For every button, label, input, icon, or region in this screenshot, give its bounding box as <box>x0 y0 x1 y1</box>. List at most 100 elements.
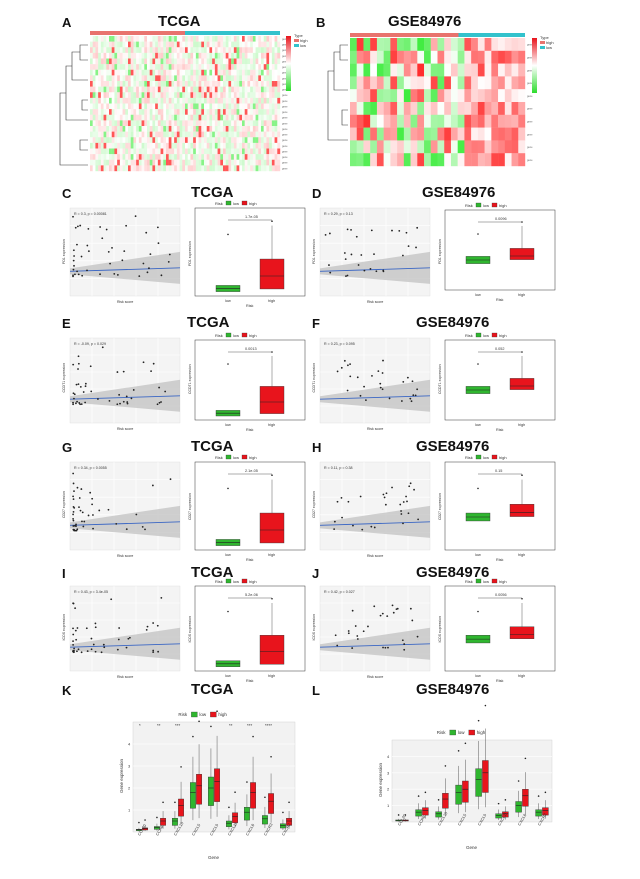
heat-cell <box>237 160 240 166</box>
heat-cell <box>169 143 172 149</box>
heat-cell <box>218 92 221 98</box>
heat-cell <box>109 149 112 155</box>
heat-cell <box>136 154 139 160</box>
heat-cell <box>93 64 96 70</box>
heat-cell <box>226 126 229 132</box>
heat-cell <box>212 92 215 98</box>
scatter-x-label: Risk score <box>117 675 133 679</box>
heat-cell <box>231 59 234 65</box>
heat-cell <box>417 102 424 115</box>
heat-cell <box>261 154 264 160</box>
heat-cell <box>152 42 155 48</box>
heat-cell <box>188 70 191 76</box>
scatter-point <box>400 513 402 515</box>
heat-cell <box>131 42 134 48</box>
heat-cell <box>101 126 104 132</box>
scatter-point <box>109 400 111 402</box>
heat-cell <box>166 47 169 53</box>
heat-cell <box>204 47 207 53</box>
heat-cell <box>123 160 126 166</box>
heat-cell <box>180 53 183 59</box>
legend-high: high <box>249 201 257 206</box>
scatter-point <box>88 250 90 252</box>
heat-cell <box>193 36 196 42</box>
outlier <box>210 726 212 728</box>
heat-cell <box>169 120 172 126</box>
heat-cell <box>180 120 183 126</box>
heat-cell <box>196 149 199 155</box>
heat-cell <box>150 149 153 155</box>
heat-cell <box>171 137 174 143</box>
box-high <box>510 627 534 639</box>
heat-cell <box>215 104 218 110</box>
heat-cell <box>171 36 174 42</box>
scatter-point <box>348 630 350 632</box>
heat-cell <box>215 70 218 76</box>
heat-cell <box>245 59 248 65</box>
heat-cell <box>250 87 253 93</box>
heat-cell <box>209 137 212 143</box>
scatter-point <box>337 371 339 373</box>
scatter-point <box>382 388 384 390</box>
heat-cell <box>411 128 418 141</box>
correlation-stat: R = 0.29, p = 0.13 <box>324 212 353 216</box>
heat-cell <box>242 137 245 143</box>
heat-cell <box>209 36 212 42</box>
heat-cell <box>250 160 253 166</box>
heat-cell <box>125 47 128 53</box>
heat-cell <box>451 38 458 51</box>
heat-cell <box>185 154 188 160</box>
heat-cell <box>182 81 185 87</box>
heat-cell <box>128 70 131 76</box>
heat-cell <box>142 36 145 42</box>
heat-cell <box>464 76 471 89</box>
heat-cell <box>112 160 115 166</box>
scatter-point <box>91 498 93 500</box>
heat-cell <box>155 109 158 115</box>
heat-row-label: gene <box>282 156 288 159</box>
heat-cell <box>125 53 128 59</box>
scatter-point <box>363 386 365 388</box>
heat-cell <box>196 81 199 87</box>
heat-cell <box>106 53 109 59</box>
heatmap-tcga: genegenegenegenegenegenegenegenegenegene… <box>90 31 288 171</box>
heat-cell <box>136 98 139 104</box>
heat-cell <box>120 120 123 126</box>
heat-row-label: gene <box>527 95 533 98</box>
scatter-point <box>149 253 151 255</box>
scatter-point <box>335 634 337 636</box>
heat-cell <box>226 53 229 59</box>
heat-row-label: gene <box>282 105 288 108</box>
heat-cell <box>247 70 250 76</box>
heat-cell <box>136 75 139 81</box>
heat-cell <box>104 143 107 149</box>
heat-cell <box>261 120 264 126</box>
heat-cell <box>161 70 164 76</box>
heat-cell <box>209 132 212 138</box>
heat-cell <box>188 149 191 155</box>
heat-cell <box>231 87 234 93</box>
heat-cell <box>190 92 193 98</box>
heat-cell <box>166 53 169 59</box>
heat-cell <box>237 75 240 81</box>
heat-cell <box>207 126 210 132</box>
outlier <box>271 220 273 222</box>
heat-cell <box>239 47 242 53</box>
heat-cell <box>404 140 411 153</box>
heat-cell <box>258 132 261 138</box>
box-y-label: CD27 expression <box>188 493 192 520</box>
heat-cell <box>272 42 275 48</box>
heat-cell <box>169 104 172 110</box>
heat-cell <box>101 104 104 110</box>
heat-cell <box>128 115 131 121</box>
heat-cell <box>215 53 218 59</box>
scatter-y-label: PD1 expression <box>62 239 66 264</box>
heat-cell <box>518 64 525 77</box>
heat-cell <box>190 87 193 93</box>
outlier <box>271 474 273 476</box>
scatter-point <box>409 398 411 400</box>
box-x-low: low <box>475 423 481 427</box>
heat-cell <box>220 59 223 65</box>
heat-cell <box>185 81 188 87</box>
heat-cell <box>397 89 404 102</box>
